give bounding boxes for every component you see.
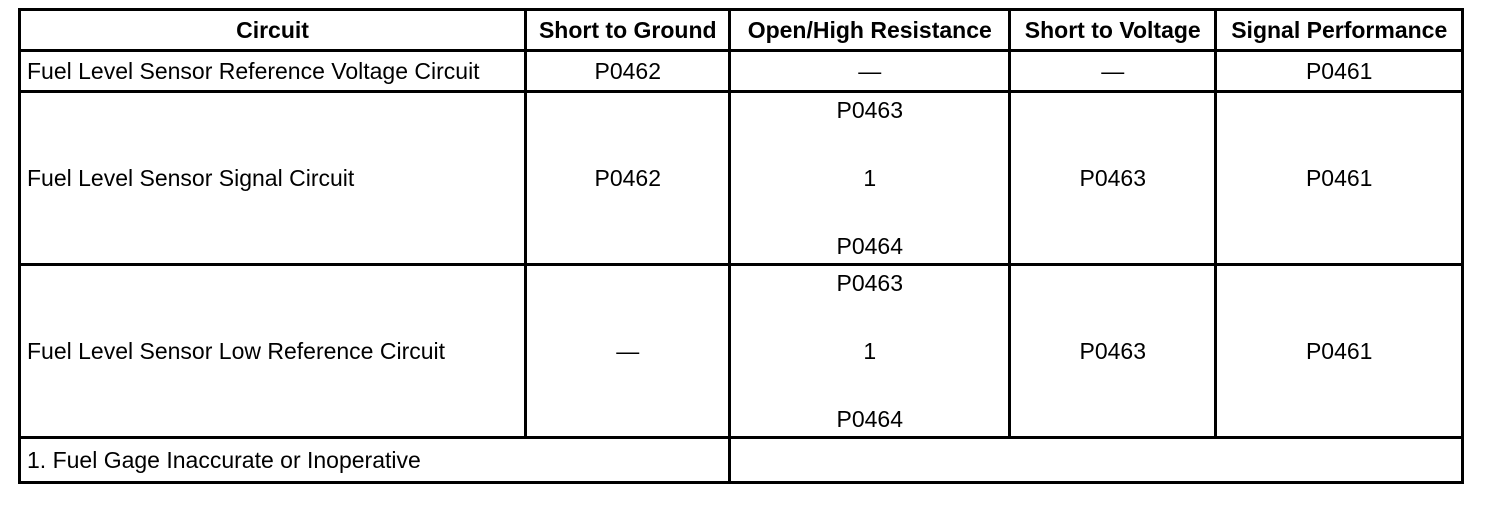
footnote-empty-cell [728,436,1464,484]
short-to-ground-code: P0462 [524,90,732,266]
header-signal-performance: Signal Performance [1214,8,1464,52]
circuit-name: Fuel Level Sensor Signal Circuit [17,90,528,266]
header-open-high-resistance: Open/High Resistance [728,8,1012,52]
circuit-name: Fuel Level Sensor Reference Voltage Circ… [17,49,528,93]
table-row: Fuel Level Sensor Low Reference Circuit … [17,263,1464,439]
open-high-resistance-code: P0463 [836,97,904,123]
header-circuit: Circuit [17,8,528,52]
signal-performance-code: P0461 [1214,90,1464,266]
short-to-ground-code: P0462 [524,49,732,93]
header-short-to-ground: Short to Ground [524,8,732,52]
short-to-voltage-code: — [1008,49,1218,93]
short-to-ground-code: — [524,263,732,439]
short-to-voltage-code: P0463 [1008,263,1218,439]
open-high-resistance-code: P0464 [836,406,904,432]
open-high-resistance-cell: P0463 1 P0464 [728,90,1012,266]
footnote-reference: 1 [863,338,877,364]
dtc-table-container: Circuit Short to Ground Open/High Resist… [17,8,1464,484]
signal-performance-code: P0461 [1214,49,1464,93]
signal-performance-code: P0461 [1214,263,1464,439]
circuit-name: Fuel Level Sensor Low Reference Circuit [17,263,528,439]
open-high-resistance-code: P0463 [836,270,904,296]
open-high-resistance-code: P0464 [836,233,904,259]
table-row: Fuel Level Sensor Signal Circuit P0462 P… [17,90,1464,266]
short-to-voltage-code: P0463 [1008,90,1218,266]
footnote-reference: 1 [863,165,877,191]
open-high-resistance-cell: P0463 1 P0464 [728,263,1012,439]
open-high-resistance-code: — [728,49,1012,93]
footnote-row: 1. Fuel Gage Inaccurate or Inoperative [17,436,1464,484]
table-row: Fuel Level Sensor Reference Voltage Circ… [17,49,1464,93]
table-header-row: Circuit Short to Ground Open/High Resist… [17,8,1464,52]
dtc-circuit-table: Circuit Short to Ground Open/High Resist… [17,8,1464,484]
header-short-to-voltage: Short to Voltage [1008,8,1218,52]
footnote: 1. Fuel Gage Inaccurate or Inoperative [17,436,732,484]
